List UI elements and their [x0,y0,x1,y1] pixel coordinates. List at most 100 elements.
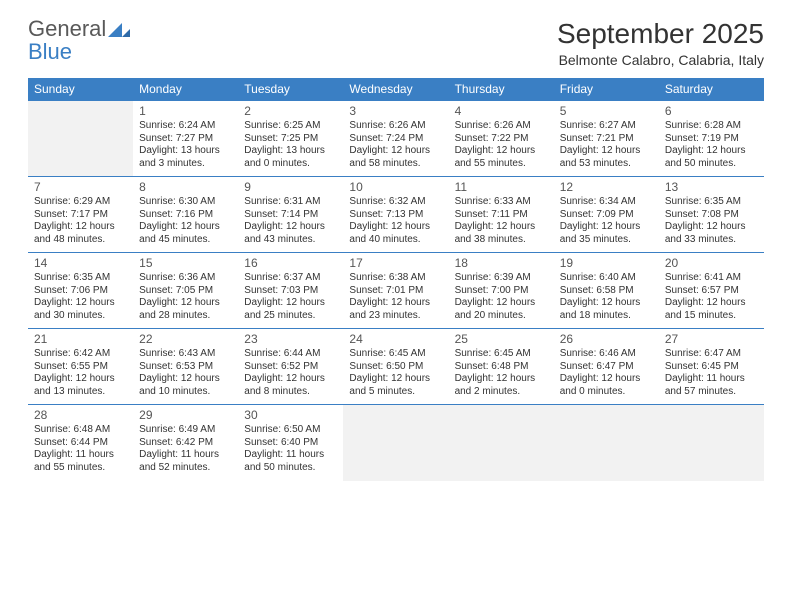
day-sunset: Sunset: 7:00 PM [455,285,548,298]
day-number: 26 [560,332,653,347]
day-sunset: Sunset: 6:47 PM [560,361,653,374]
day-number: 16 [244,256,337,271]
day-d2: and 53 minutes. [560,158,653,171]
title-block: September 2025 Belmonte Calabro, Calabri… [557,18,764,68]
calendar-day-cell: 13Sunrise: 6:35 AMSunset: 7:08 PMDayligh… [659,177,764,253]
day-number: 14 [34,256,127,271]
location: Belmonte Calabro, Calabria, Italy [557,52,764,68]
day-sunset: Sunset: 6:58 PM [560,285,653,298]
calendar-day-cell: 7Sunrise: 6:29 AMSunset: 7:17 PMDaylight… [28,177,133,253]
day-sunset: Sunset: 7:13 PM [349,209,442,222]
day-d2: and 0 minutes. [244,158,337,171]
day-d1: Daylight: 12 hours [455,145,548,158]
day-sunset: Sunset: 6:53 PM [139,361,232,374]
calendar-day-cell [659,405,764,481]
day-d1: Daylight: 12 hours [244,221,337,234]
logo-triangle-icon [108,19,130,41]
day-sunset: Sunset: 7:16 PM [139,209,232,222]
day-sunset: Sunset: 7:01 PM [349,285,442,298]
day-d2: and 58 minutes. [349,158,442,171]
calendar-day-cell: 19Sunrise: 6:40 AMSunset: 6:58 PMDayligh… [554,253,659,329]
day-sunset: Sunset: 6:55 PM [34,361,127,374]
day-d1: Daylight: 12 hours [349,373,442,386]
day-d1: Daylight: 12 hours [455,297,548,310]
day-sunrise: Sunrise: 6:46 AM [560,348,653,361]
calendar-day-cell [28,101,133,177]
day-number: 21 [34,332,127,347]
day-d1: Daylight: 12 hours [560,373,653,386]
day-d1: Daylight: 12 hours [560,221,653,234]
day-number: 22 [139,332,232,347]
day-d1: Daylight: 11 hours [244,449,337,462]
day-number: 30 [244,408,337,423]
calendar-day-cell: 22Sunrise: 6:43 AMSunset: 6:53 PMDayligh… [133,329,238,405]
calendar-day-cell: 20Sunrise: 6:41 AMSunset: 6:57 PMDayligh… [659,253,764,329]
day-number: 6 [665,104,758,119]
day-sunrise: Sunrise: 6:27 AM [560,120,653,133]
calendar-day-cell [343,405,448,481]
day-d1: Daylight: 12 hours [560,297,653,310]
day-d1: Daylight: 12 hours [34,221,127,234]
day-number: 11 [455,180,548,195]
day-d2: and 20 minutes. [455,310,548,323]
calendar-day-cell: 15Sunrise: 6:36 AMSunset: 7:05 PMDayligh… [133,253,238,329]
day-sunrise: Sunrise: 6:24 AM [139,120,232,133]
calendar-day-cell: 25Sunrise: 6:45 AMSunset: 6:48 PMDayligh… [449,329,554,405]
day-sunset: Sunset: 7:14 PM [244,209,337,222]
day-sunset: Sunset: 6:50 PM [349,361,442,374]
calendar-week-row: 1Sunrise: 6:24 AMSunset: 7:27 PMDaylight… [28,101,764,177]
day-sunset: Sunset: 7:06 PM [34,285,127,298]
day-sunset: Sunset: 6:45 PM [665,361,758,374]
day-d2: and 45 minutes. [139,234,232,247]
day-sunrise: Sunrise: 6:34 AM [560,196,653,209]
day-d2: and 5 minutes. [349,386,442,399]
day-number: 23 [244,332,337,347]
weekday-header: Tuesday [238,78,343,101]
day-sunset: Sunset: 6:57 PM [665,285,758,298]
calendar-day-cell: 23Sunrise: 6:44 AMSunset: 6:52 PMDayligh… [238,329,343,405]
day-sunset: Sunset: 7:09 PM [560,209,653,222]
day-d1: Daylight: 12 hours [455,373,548,386]
day-number: 9 [244,180,337,195]
day-sunset: Sunset: 7:19 PM [665,133,758,146]
day-d1: Daylight: 12 hours [665,145,758,158]
day-d1: Daylight: 12 hours [349,221,442,234]
day-number: 12 [560,180,653,195]
day-number: 10 [349,180,442,195]
logo: General Blue [28,18,130,63]
day-sunrise: Sunrise: 6:26 AM [349,120,442,133]
weekday-header: Sunday [28,78,133,101]
day-number: 4 [455,104,548,119]
day-number: 1 [139,104,232,119]
day-d1: Daylight: 12 hours [349,145,442,158]
calendar-day-cell: 4Sunrise: 6:26 AMSunset: 7:22 PMDaylight… [449,101,554,177]
day-sunset: Sunset: 6:48 PM [455,361,548,374]
calendar-day-cell: 26Sunrise: 6:46 AMSunset: 6:47 PMDayligh… [554,329,659,405]
day-number: 28 [34,408,127,423]
day-d2: and 52 minutes. [139,462,232,475]
calendar-day-cell: 6Sunrise: 6:28 AMSunset: 7:19 PMDaylight… [659,101,764,177]
day-d1: Daylight: 12 hours [34,373,127,386]
calendar-day-cell [449,405,554,481]
day-sunrise: Sunrise: 6:49 AM [139,424,232,437]
day-sunset: Sunset: 6:44 PM [34,437,127,450]
logo-general: General [28,16,106,41]
calendar-week-row: 14Sunrise: 6:35 AMSunset: 7:06 PMDayligh… [28,253,764,329]
day-d1: Daylight: 12 hours [139,373,232,386]
logo-text: General Blue [28,18,130,63]
day-sunrise: Sunrise: 6:45 AM [455,348,548,361]
calendar-day-cell: 1Sunrise: 6:24 AMSunset: 7:27 PMDaylight… [133,101,238,177]
day-sunrise: Sunrise: 6:32 AM [349,196,442,209]
day-d2: and 15 minutes. [665,310,758,323]
day-d2: and 40 minutes. [349,234,442,247]
weekday-header: Friday [554,78,659,101]
day-d2: and 30 minutes. [34,310,127,323]
day-d2: and 55 minutes. [455,158,548,171]
logo-blue: Blue [28,39,72,64]
day-sunrise: Sunrise: 6:33 AM [455,196,548,209]
day-d2: and 18 minutes. [560,310,653,323]
day-sunrise: Sunrise: 6:40 AM [560,272,653,285]
calendar-day-cell: 14Sunrise: 6:35 AMSunset: 7:06 PMDayligh… [28,253,133,329]
day-sunset: Sunset: 7:08 PM [665,209,758,222]
day-number: 8 [139,180,232,195]
